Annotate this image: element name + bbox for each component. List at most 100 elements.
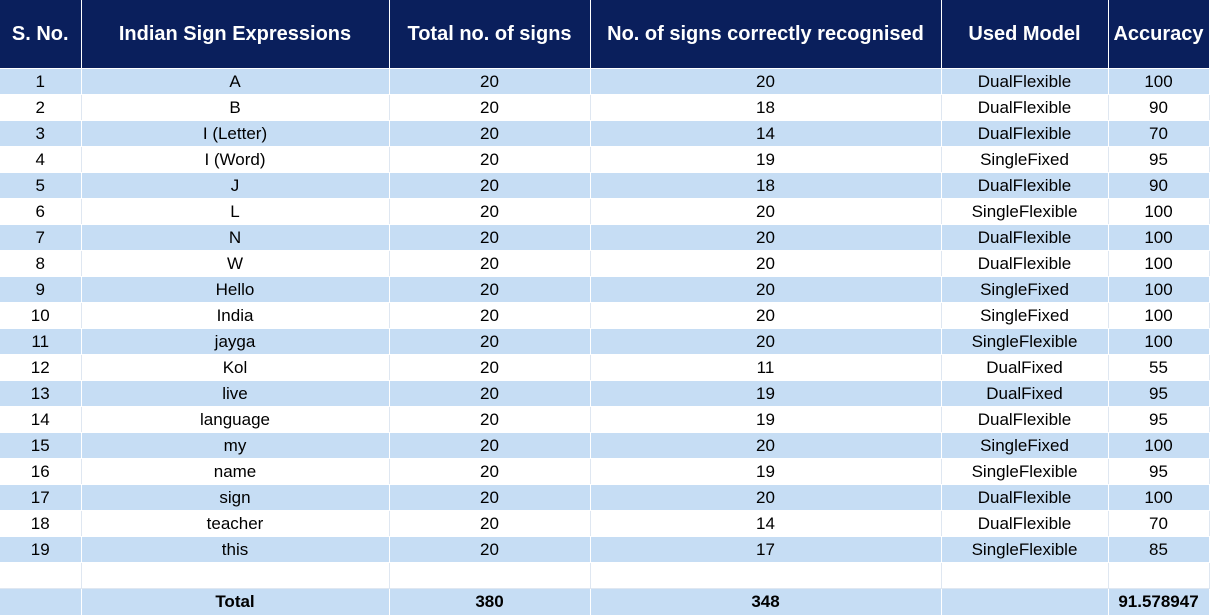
blank-cell <box>590 562 942 589</box>
table-row: 18 teacher 20 14 DualFlexible 70 <box>0 510 1210 537</box>
blank-cell <box>389 562 591 589</box>
total-signs-cell: 20 <box>389 68 591 95</box>
header-correct: No. of signs correctly recognised <box>590 0 942 69</box>
model-cell: DualFlexible <box>941 250 1109 277</box>
table-row: 15 my 20 20 SingleFixed 100 <box>0 432 1210 459</box>
sno-cell: 2 <box>0 94 82 121</box>
header-accuracy: Accuracy <box>1108 0 1210 69</box>
blank-row <box>0 562 1210 589</box>
total-signs-cell: 20 <box>389 432 591 459</box>
total-model-cell <box>941 588 1109 616</box>
total-signs-cell: 20 <box>389 380 591 407</box>
model-cell: DualFlexible <box>941 120 1109 147</box>
table-row: 7 N 20 20 DualFlexible 100 <box>0 224 1210 251</box>
model-cell: SingleFixed <box>941 432 1109 459</box>
model-cell: DualFlexible <box>941 94 1109 121</box>
table-row: 16 name 20 19 SingleFlexible 95 <box>0 458 1210 485</box>
total-signs-cell: 20 <box>389 536 591 563</box>
expression-cell: this <box>81 536 390 563</box>
expression-cell: J <box>81 172 390 199</box>
blank-cell <box>941 562 1109 589</box>
table-row: 13 live 20 19 DualFixed 95 <box>0 380 1210 407</box>
header-row: S. No. Indian Sign Expressions Total no.… <box>0 0 1210 69</box>
sno-cell: 17 <box>0 484 82 511</box>
model-cell: SingleFlexible <box>941 328 1109 355</box>
correct-cell: 20 <box>590 432 942 459</box>
sno-cell: 7 <box>0 224 82 251</box>
expression-cell: I (Word) <box>81 146 390 173</box>
model-cell: DualFixed <box>941 354 1109 381</box>
correct-cell: 20 <box>590 302 942 329</box>
model-cell: SingleFlexible <box>941 458 1109 485</box>
sno-cell: 18 <box>0 510 82 537</box>
model-cell: DualFlexible <box>941 484 1109 511</box>
table-row: 6 L 20 20 SingleFlexible 100 <box>0 198 1210 225</box>
table-row: 9 Hello 20 20 SingleFixed 100 <box>0 276 1210 303</box>
correct-cell: 19 <box>590 380 942 407</box>
sno-cell: 15 <box>0 432 82 459</box>
total-signs-cell: 20 <box>389 198 591 225</box>
expression-cell: language <box>81 406 390 433</box>
total-accuracy-cell: 91.578947 <box>1108 588 1210 616</box>
total-correct-cell: 348 <box>590 588 942 616</box>
correct-cell: 20 <box>590 198 942 225</box>
sno-cell: 8 <box>0 250 82 277</box>
accuracy-cell: 100 <box>1108 302 1210 329</box>
total-sno-cell <box>0 588 82 616</box>
accuracy-cell: 55 <box>1108 354 1210 381</box>
table-row: 2 B 20 18 DualFlexible 90 <box>0 94 1210 121</box>
accuracy-cell: 90 <box>1108 172 1210 199</box>
table-row: 5 J 20 18 DualFlexible 90 <box>0 172 1210 199</box>
accuracy-cell: 70 <box>1108 510 1210 537</box>
accuracy-cell: 100 <box>1108 250 1210 277</box>
correct-cell: 11 <box>590 354 942 381</box>
expression-cell: jayga <box>81 328 390 355</box>
correct-cell: 18 <box>590 94 942 121</box>
total-signs-cell: 20 <box>389 120 591 147</box>
correct-cell: 14 <box>590 120 942 147</box>
correct-cell: 14 <box>590 510 942 537</box>
expression-cell: I (Letter) <box>81 120 390 147</box>
accuracy-cell: 100 <box>1108 328 1210 355</box>
header-expression: Indian Sign Expressions <box>81 0 390 69</box>
total-signs-cell: 20 <box>389 328 591 355</box>
expression-cell: A <box>81 68 390 95</box>
total-signs-cell: 20 <box>389 458 591 485</box>
correct-cell: 19 <box>590 458 942 485</box>
expression-cell: N <box>81 224 390 251</box>
expression-cell: B <box>81 94 390 121</box>
total-signs-cell: 20 <box>389 250 591 277</box>
sno-cell: 19 <box>0 536 82 563</box>
accuracy-cell: 95 <box>1108 458 1210 485</box>
table-row: 10 India 20 20 SingleFixed 100 <box>0 302 1210 329</box>
blank-cell <box>0 562 82 589</box>
total-row: Total 380 348 91.578947 <box>0 588 1210 616</box>
expression-cell: name <box>81 458 390 485</box>
table-row: 12 Kol 20 11 DualFixed 55 <box>0 354 1210 381</box>
sno-cell: 13 <box>0 380 82 407</box>
accuracy-cell: 100 <box>1108 224 1210 251</box>
model-cell: SingleFlexible <box>941 198 1109 225</box>
accuracy-cell: 90 <box>1108 94 1210 121</box>
table-row: 1 A 20 20 DualFlexible 100 <box>0 68 1210 95</box>
expression-cell: teacher <box>81 510 390 537</box>
header-model: Used Model <box>941 0 1109 69</box>
total-signs-cell: 20 <box>389 172 591 199</box>
total-signs-cell: 20 <box>389 354 591 381</box>
correct-cell: 17 <box>590 536 942 563</box>
accuracy-cell: 100 <box>1108 68 1210 95</box>
blank-cell <box>1108 562 1210 589</box>
accuracy-cell: 95 <box>1108 406 1210 433</box>
sno-cell: 12 <box>0 354 82 381</box>
sno-cell: 1 <box>0 68 82 95</box>
table-row: 17 sign 20 20 DualFlexible 100 <box>0 484 1210 511</box>
accuracy-cell: 85 <box>1108 536 1210 563</box>
total-signs-cell: 20 <box>389 276 591 303</box>
correct-cell: 20 <box>590 250 942 277</box>
expression-cell: L <box>81 198 390 225</box>
sno-cell: 11 <box>0 328 82 355</box>
accuracy-cell: 70 <box>1108 120 1210 147</box>
